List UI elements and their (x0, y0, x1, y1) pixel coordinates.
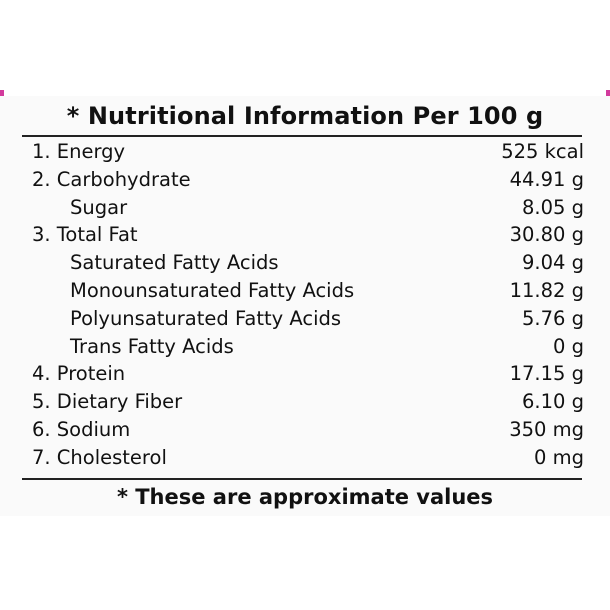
nutrient-name: 1. Energy (32, 140, 126, 163)
nutrient-value: 9.04 g (522, 251, 584, 275)
nutrient-name: 5. Dietary Fiber (32, 390, 183, 414)
nutrient-value: 8.05 g (522, 195, 584, 219)
nutrient-name: 4. Protein (32, 362, 126, 386)
nutrient-row-monounsaturated-fatty-acids: Monounsaturated Fatty Acids 11.82 g (0, 277, 610, 305)
nutrient-name: Polyunsaturated Fatty Acids (70, 306, 342, 330)
nutrient-name: 2. Carbohydrate (32, 167, 191, 191)
nutrient-name: 7. Cholesterol (32, 445, 167, 469)
nutrient-name: Trans Fatty Acids (70, 334, 234, 358)
nutrient-value: 30.80 g (509, 223, 584, 247)
nutrient-value: 0 mg (534, 445, 584, 469)
nutrient-row-dietary-fiber: 5. Dietary Fiber 6.10 g (0, 388, 610, 416)
nutrient-row-cholesterol: 7. Cholesterol 0 mg (0, 444, 610, 472)
nutrient-value: 6.10 g (522, 390, 584, 414)
nutrient-row-energy: 1. Energy 525 kcal (0, 138, 610, 166)
nutrient-list: 1. Energy 525 kcal 2. Carbohydrate 44.91… (0, 138, 610, 472)
left-edge-accent (0, 90, 4, 96)
nutrient-row-trans-fatty-acids: Trans Fatty Acids 0 g (0, 333, 610, 361)
nutrient-value: 5.76 g (522, 306, 584, 330)
right-edge-accent (606, 90, 610, 96)
nutrient-name: 3. Total Fat (32, 223, 138, 247)
bottom-divider (22, 478, 582, 480)
nutrient-row-polyunsaturated-fatty-acids: Polyunsaturated Fatty Acids 5.76 g (0, 305, 610, 333)
nutrient-row-carbohydrate: 2. Carbohydrate 44.91 g (0, 166, 610, 194)
nutrient-row-sugar: Sugar 8.05 g (0, 194, 610, 222)
nutrient-row-sodium: 6. Sodium 350 mg (0, 416, 610, 444)
nutrient-value: 44.91 g (509, 167, 584, 191)
nutrient-name: Monounsaturated Fatty Acids (70, 278, 355, 302)
nutrient-row-protein: 4. Protein 17.15 g (0, 360, 610, 388)
nutrient-value: 525 kcal (501, 140, 584, 163)
nutrient-row-total-fat: 3. Total Fat 30.80 g (0, 221, 610, 249)
nutrient-name: Saturated Fatty Acids (70, 251, 279, 275)
nutrition-label-panel: * Nutritional Information Per 100 g 1. E… (0, 96, 610, 516)
nutrient-name: 6. Sodium (32, 417, 131, 441)
nutrient-row-saturated-fatty-acids: Saturated Fatty Acids 9.04 g (0, 249, 610, 277)
nutrient-value: 11.82 g (509, 278, 584, 302)
approximate-values-footnote: * These are approximate values (116, 485, 494, 509)
nutrition-title: * Nutritional Information Per 100 g (66, 102, 544, 130)
top-divider (22, 135, 582, 137)
nutrient-value: 17.15 g (509, 362, 584, 386)
nutrient-value: 350 mg (509, 417, 584, 441)
nutrient-value: 0 g (553, 334, 584, 358)
nutrient-name: Sugar (70, 195, 128, 219)
